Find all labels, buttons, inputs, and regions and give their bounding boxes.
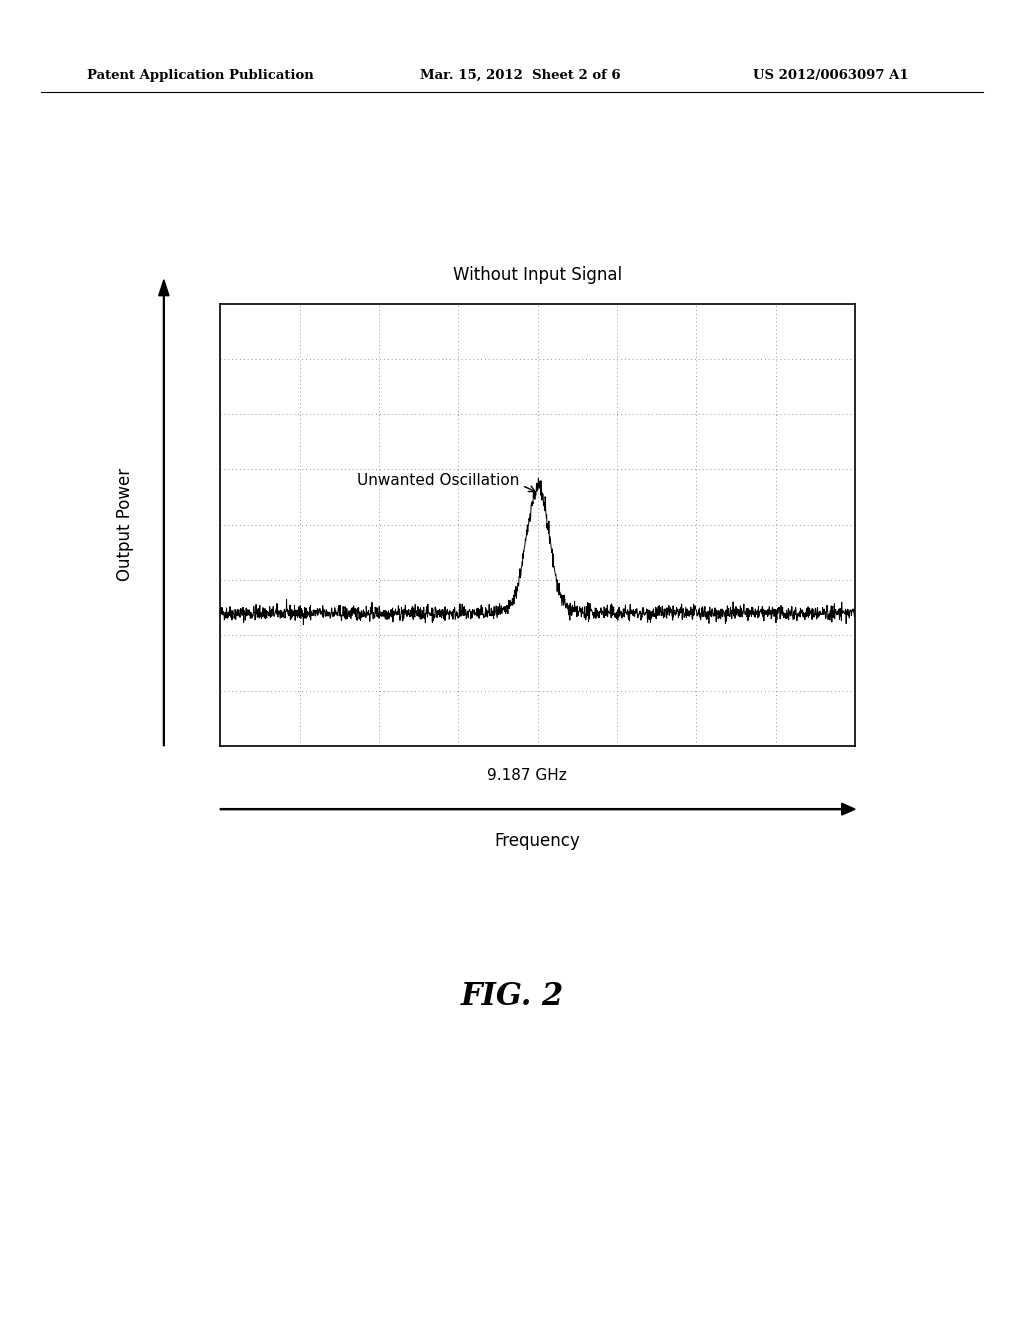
Text: Patent Application Publication: Patent Application Publication <box>87 69 313 82</box>
Text: FIG. 2: FIG. 2 <box>461 981 563 1012</box>
Text: Mar. 15, 2012  Sheet 2 of 6: Mar. 15, 2012 Sheet 2 of 6 <box>420 69 621 82</box>
Text: Without Input Signal: Without Input Signal <box>453 265 623 284</box>
Text: 9.187 GHz: 9.187 GHz <box>487 768 567 783</box>
Text: US 2012/0063097 A1: US 2012/0063097 A1 <box>753 69 908 82</box>
Text: Output Power: Output Power <box>116 469 134 581</box>
Text: Unwanted Oscillation: Unwanted Oscillation <box>356 473 536 491</box>
Text: Frequency: Frequency <box>495 832 581 850</box>
